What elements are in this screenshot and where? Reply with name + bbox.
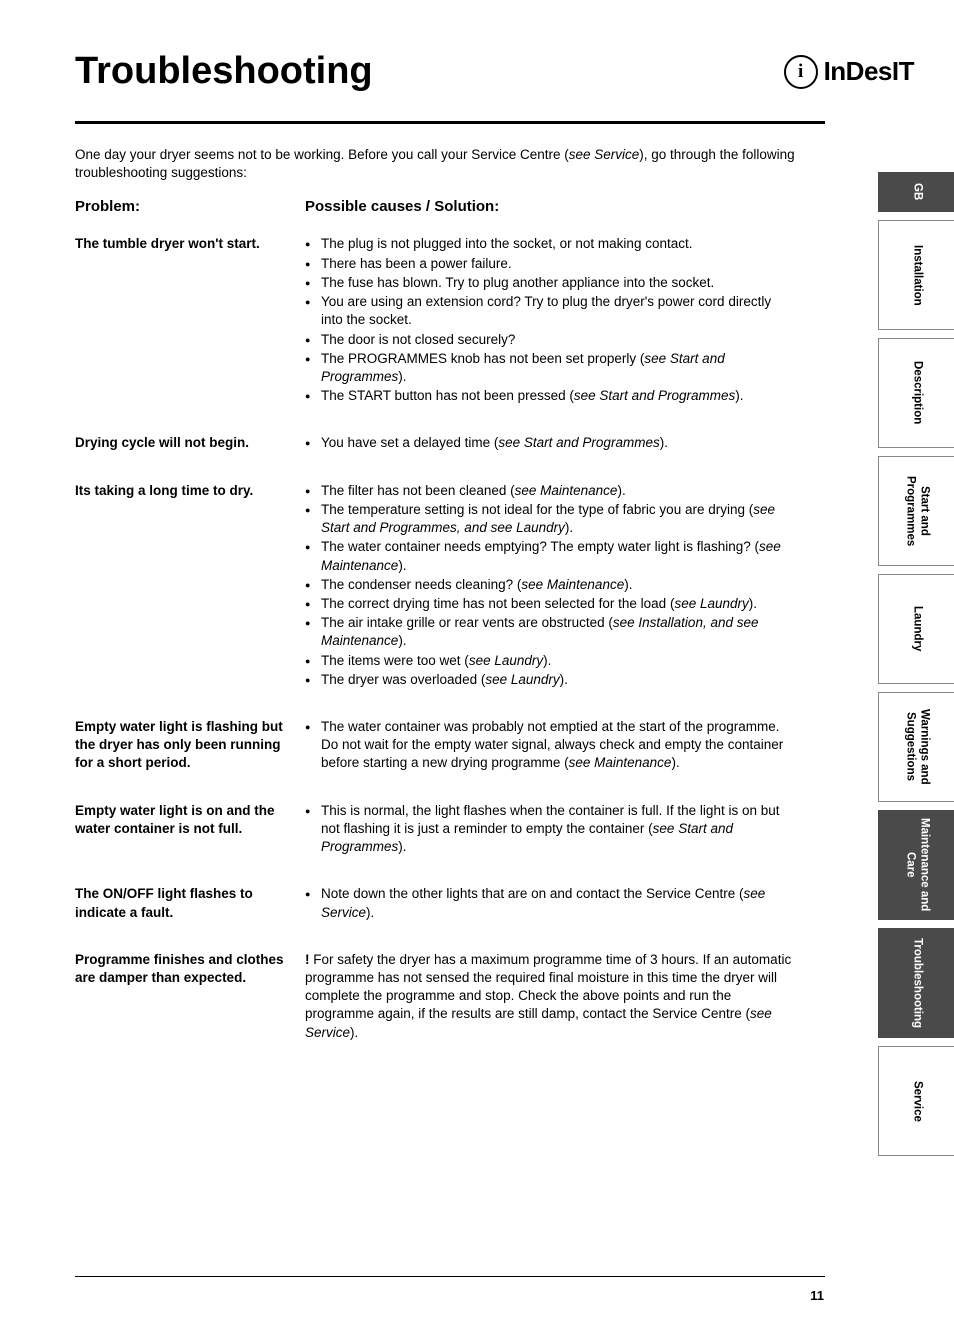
col-problem-header: Problem: — [75, 198, 305, 215]
solution-list: The water container was probably not emp… — [305, 718, 795, 773]
solution-item: The water container was probably not emp… — [305, 718, 795, 773]
solution-item: The water container needs emptying? The … — [305, 538, 795, 574]
solution-block: Note down the other lights that are on a… — [305, 885, 795, 922]
troubleshooting-row: Its taking a long time to dry.The filter… — [75, 482, 795, 690]
page-number: 11 — [810, 1288, 824, 1303]
solution-list: Note down the other lights that are on a… — [305, 885, 795, 921]
solution-item: The filter has not been cleaned (see Mai… — [305, 482, 795, 500]
columns-header: Problem: Possible causes / Solution: — [75, 198, 914, 215]
problem-text: The ON/OFF light flashes to indicate a f… — [75, 885, 305, 922]
troubleshooting-row: The ON/OFF light flashes to indicate a f… — [75, 885, 795, 922]
troubleshooting-row: Programme finishes and clothes are dampe… — [75, 951, 795, 1042]
side-tab[interactable]: GB — [878, 172, 954, 212]
troubleshooting-row: Empty water light is on and the water co… — [75, 802, 795, 858]
intro-pre: One day your dryer seems not to be worki… — [75, 147, 569, 162]
solution-block: You have set a delayed time (see Start a… — [305, 434, 795, 453]
side-tab[interactable]: Start and Programmes — [878, 456, 954, 566]
side-tab-label: Start and Programmes — [903, 476, 931, 546]
solution-item: There has been a power failure. — [305, 255, 795, 273]
col-solution-header: Possible causes / Solution: — [305, 198, 499, 215]
solution-paragraph: ! For safety the dryer has a maximum pro… — [305, 951, 795, 1042]
solution-block: The filter has not been cleaned (see Mai… — [305, 482, 795, 690]
side-tab[interactable]: Warnings and Suggestions — [878, 692, 954, 802]
problem-text: Empty water light is flashing but the dr… — [75, 718, 305, 774]
solution-item: The PROGRAMMES knob has not been set pro… — [305, 350, 795, 386]
solution-item: You have set a delayed time (see Start a… — [305, 434, 795, 452]
solution-item: The temperature setting is not ideal for… — [305, 501, 795, 537]
solution-list: You have set a delayed time (see Start a… — [305, 434, 795, 452]
side-tab-label: Laundry — [910, 606, 924, 651]
side-tab-label: GB — [910, 183, 924, 200]
solution-list: This is normal, the light flashes when t… — [305, 802, 795, 857]
solution-block: The plug is not plugged into the socket,… — [305, 235, 795, 406]
troubleshooting-row: Drying cycle will not begin.You have set… — [75, 434, 795, 453]
solution-item: The START button has not been pressed (s… — [305, 387, 795, 405]
side-tab-label: Description — [910, 361, 924, 424]
solution-block: This is normal, the light flashes when t… — [305, 802, 795, 858]
solution-list: The plug is not plugged into the socket,… — [305, 235, 795, 405]
side-tab-label: Troubleshooting — [910, 938, 924, 1028]
logo-text: InDesIT — [824, 56, 914, 87]
side-tab-label: Installation — [910, 245, 924, 306]
problem-text: Programme finishes and clothes are dampe… — [75, 951, 305, 1042]
solution-item: The air intake grille or rear vents are … — [305, 614, 795, 650]
solution-item: The door is not closed securely? — [305, 331, 795, 349]
solution-list: The filter has not been cleaned (see Mai… — [305, 482, 795, 689]
side-tab-label: Maintenance and Care — [903, 818, 931, 911]
solution-item: Note down the other lights that are on a… — [305, 885, 795, 921]
solution-item: The dryer was overloaded (see Laundry). — [305, 671, 795, 689]
logo-icon: i — [784, 55, 818, 89]
problem-text: The tumble dryer won't start. — [75, 235, 305, 406]
problem-text: Drying cycle will not begin. — [75, 434, 305, 453]
solution-item: The items were too wet (see Laundry). — [305, 652, 795, 670]
divider-thick — [75, 121, 825, 124]
solution-item: The fuse has blown. Try to plug another … — [305, 274, 795, 292]
troubleshooting-row: Empty water light is flashing but the dr… — [75, 718, 795, 774]
side-tabs: GB Installation Description Start and Progr… — [878, 172, 954, 1164]
solution-item: The condenser needs cleaning? (see Maint… — [305, 576, 795, 594]
side-tab[interactable]: Maintenance and Care — [878, 810, 954, 920]
side-tab-label: Service — [910, 1081, 924, 1122]
problem-text: Its taking a long time to dry. — [75, 482, 305, 690]
side-tab[interactable]: Troubleshooting — [878, 928, 954, 1038]
problem-text: Empty water light is on and the water co… — [75, 802, 305, 858]
solution-item: You are using an extension cord? Try to … — [305, 293, 795, 329]
side-tab[interactable]: Installation — [878, 220, 954, 330]
troubleshooting-rows: The tumble dryer won't start.The plug is… — [75, 235, 914, 1041]
side-tab-label: Warnings and Suggestions — [903, 709, 931, 785]
page-title: Troubleshooting — [75, 50, 373, 93]
brand-logo: i InDesIT — [784, 55, 914, 89]
side-tab[interactable]: Service — [878, 1046, 954, 1156]
intro-ref: see Service — [569, 147, 640, 162]
side-tab[interactable]: Laundry — [878, 574, 954, 684]
divider-thin — [75, 1276, 825, 1277]
solution-block: The water container was probably not emp… — [305, 718, 795, 774]
solution-item: The plug is not plugged into the socket,… — [305, 235, 795, 253]
solution-item: This is normal, the light flashes when t… — [305, 802, 795, 857]
solution-item: The correct drying time has not been sel… — [305, 595, 795, 613]
troubleshooting-row: The tumble dryer won't start.The plug is… — [75, 235, 795, 406]
side-tab[interactable]: Description — [878, 338, 954, 448]
intro-text: One day your dryer seems not to be worki… — [75, 146, 795, 182]
page: Troubleshooting i InDesIT One day your d… — [0, 0, 954, 1339]
header: Troubleshooting i InDesIT — [75, 50, 914, 93]
solution-block: ! For safety the dryer has a maximum pro… — [305, 951, 795, 1042]
